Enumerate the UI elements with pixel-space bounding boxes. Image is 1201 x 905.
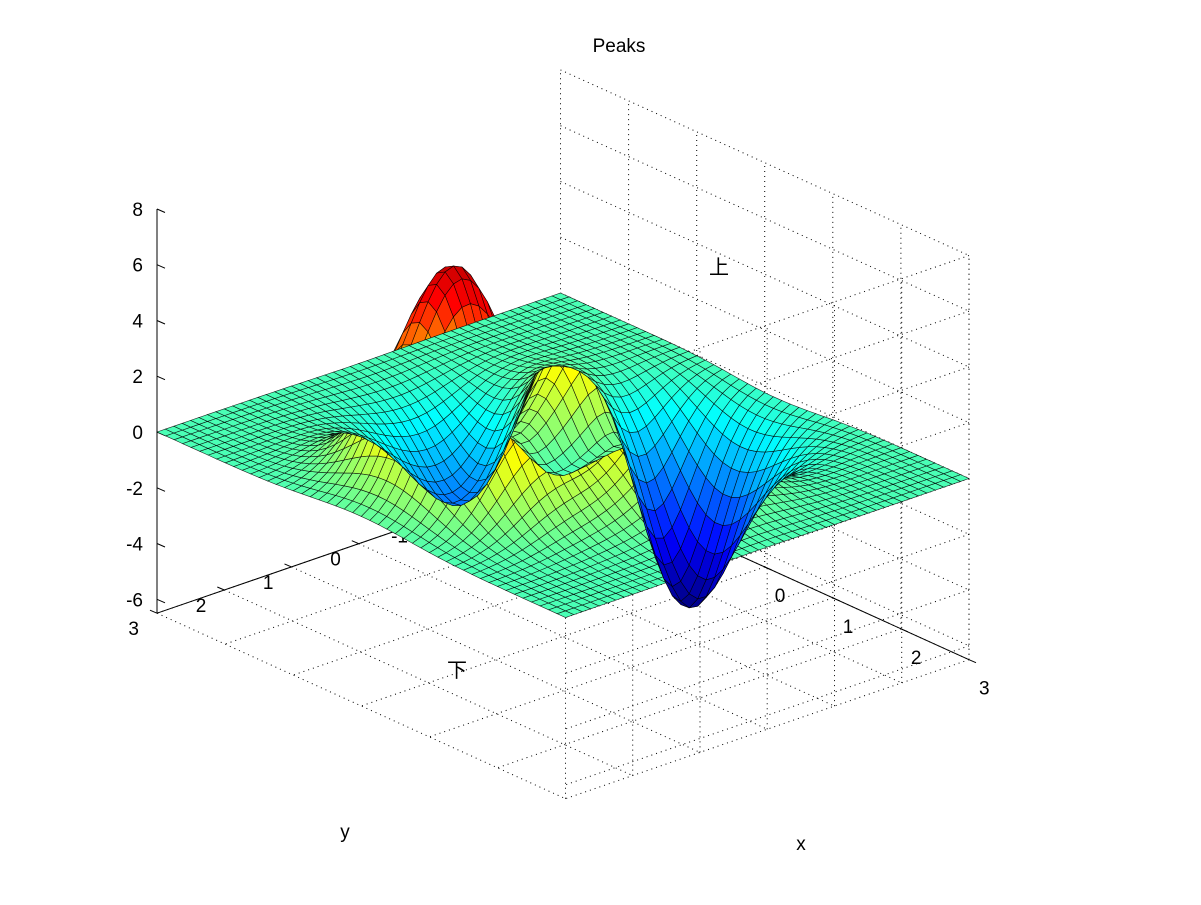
x-tick-label: 0 bbox=[775, 586, 786, 607]
floor-grid-line bbox=[224, 504, 629, 645]
y-tick-label: 1 bbox=[263, 573, 274, 594]
side-wall-grid-line bbox=[565, 533, 970, 674]
annotation-top: 上 bbox=[709, 256, 729, 279]
y-tick-label: 3 bbox=[128, 619, 139, 640]
x-axis-label: x bbox=[796, 834, 806, 855]
y-tick-label: 0 bbox=[330, 550, 341, 571]
back-wall-grid-line bbox=[560, 125, 970, 312]
z-tick-label: -6 bbox=[126, 590, 143, 611]
z-tick-label: 8 bbox=[132, 200, 143, 221]
y-tick-mark bbox=[284, 563, 292, 568]
side-wall-grid-line bbox=[565, 645, 970, 786]
x-tick-mark bbox=[764, 566, 772, 571]
back-wall-grid-line bbox=[560, 69, 970, 256]
x-tick-label: 2 bbox=[911, 648, 922, 669]
z-tick-label: 4 bbox=[132, 312, 143, 333]
chart-title: Peaks bbox=[593, 36, 646, 57]
z-tick-mark bbox=[156, 487, 166, 492]
y-tick-label: 2 bbox=[196, 596, 207, 617]
x-tick-mark bbox=[832, 597, 840, 602]
z-tick-mark bbox=[156, 264, 166, 269]
x-tick-mark bbox=[968, 659, 977, 664]
floor-grid-line bbox=[497, 628, 902, 769]
surface-layer bbox=[156, 265, 970, 618]
x-tick-mark bbox=[900, 628, 909, 633]
z-tick-mark bbox=[156, 598, 166, 604]
floor-grid-line bbox=[291, 566, 701, 753]
label-layer: Peaks x y 上 下 bbox=[340, 36, 806, 855]
z-tick-label: 0 bbox=[132, 423, 143, 444]
x-tick-label: 1 bbox=[843, 617, 854, 638]
z-tick-mark bbox=[156, 543, 166, 548]
z-tick-label: 2 bbox=[132, 367, 143, 388]
floor-grid-line bbox=[361, 566, 765, 707]
annotation-bottom: 下 bbox=[447, 660, 467, 682]
floor-grid-line bbox=[293, 535, 697, 676]
side-wall-grid-line bbox=[565, 589, 970, 730]
z-tick-mark bbox=[156, 208, 166, 213]
floor-grid-line bbox=[156, 612, 566, 800]
y-tick-mark bbox=[351, 540, 359, 545]
z-tick-label: 6 bbox=[132, 256, 143, 277]
floor-grid-line bbox=[429, 597, 833, 738]
z-tick-label: -4 bbox=[126, 535, 143, 556]
z-tick-mark bbox=[156, 375, 166, 381]
y-tick-mark bbox=[217, 586, 225, 591]
z-tick-mark bbox=[156, 320, 166, 325]
surface-patch bbox=[551, 292, 570, 301]
x-tick-label: 3 bbox=[979, 679, 990, 700]
y-axis-label: y bbox=[340, 822, 350, 843]
y-tick-mark bbox=[149, 609, 158, 614]
z-tick-label: -2 bbox=[126, 479, 143, 500]
